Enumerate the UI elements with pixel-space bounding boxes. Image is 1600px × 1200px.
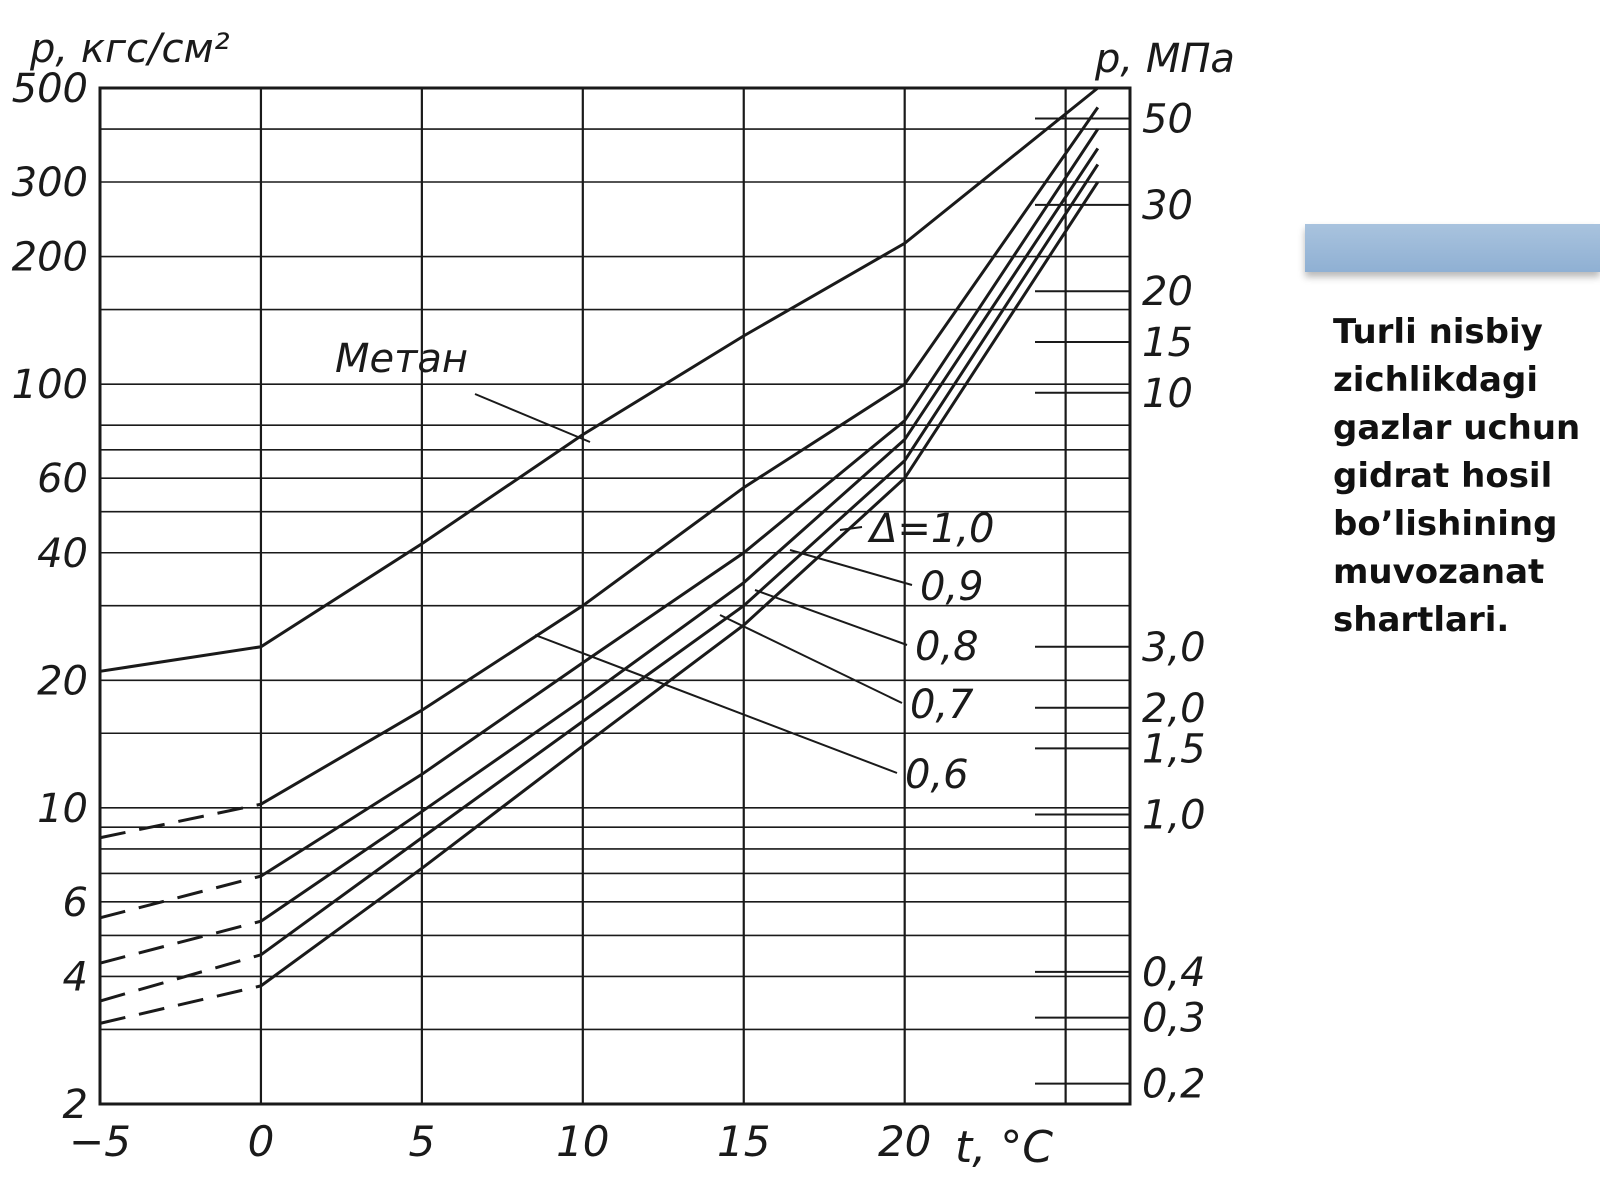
y2-tick-label: 15 [1142, 320, 1193, 366]
chart-caption: Turli nisbiy zichlikdagi gazlar uchun gi… [1333, 312, 1581, 640]
y-axis-title: p, кгс/см² [29, 26, 230, 72]
y-tick-label: 500 [12, 66, 88, 112]
accent-bar [1305, 224, 1600, 272]
series-line [260, 147, 1100, 923]
series-label: 0,8 [915, 624, 979, 670]
series-label: Метан [335, 336, 468, 382]
x-tick-label: 10 [556, 1117, 609, 1166]
label-leader-line [839, 526, 863, 531]
series-line-dashed [99, 953, 262, 1003]
series-line [260, 128, 1100, 878]
y2-tick-label: 20 [1142, 269, 1193, 315]
y2-tick-label: 1,5 [1142, 726, 1206, 772]
x-tick-label: −5 [69, 1117, 131, 1166]
series-line [260, 181, 1100, 988]
y-tick-label: 60 [37, 456, 88, 502]
y2-tick-label: 30 [1142, 183, 1193, 229]
series-line [260, 163, 1100, 956]
series-label: 0,6 [905, 752, 969, 798]
y-tick-label: 100 [12, 362, 88, 408]
x-tick-label: 5 [409, 1117, 436, 1166]
series-label: 0,9 [920, 564, 984, 610]
x-axis-title: t, °C [955, 1122, 1053, 1173]
series-label: Δ=1,0 [867, 506, 995, 552]
x-tick-label: 15 [717, 1117, 770, 1166]
hydrate-chart: МетанΔ=1,00,90,80,70,6246102040601002003… [12, 26, 1235, 1173]
y-tick-label: 300 [12, 160, 88, 206]
label-leader-line [754, 589, 908, 646]
y2-tick-label: 0,2 [1142, 1062, 1206, 1108]
y2-tick-label: 10 [1142, 371, 1193, 417]
y2-tick-label: 0,4 [1142, 950, 1206, 996]
label-leader-line [719, 614, 903, 704]
series-line-dashed [99, 802, 262, 840]
y-tick-label: 4 [63, 954, 88, 1000]
y2-tick-label: 50 [1142, 96, 1193, 142]
y2-tick-label: 3,0 [1142, 625, 1206, 671]
y2-axis-title: p, МПа [1094, 36, 1235, 82]
series-line-dashed [99, 984, 262, 1025]
series-line-dashed [99, 919, 262, 965]
x-tick-label: 20 [878, 1117, 931, 1166]
plot-frame [98, 86, 1132, 1106]
series-line [260, 106, 1100, 806]
label-leader-line [789, 549, 913, 586]
y-tick-label: 10 [37, 786, 88, 832]
y2-tick-label: 1,0 [1142, 792, 1206, 838]
y-tick-label: 200 [12, 235, 88, 281]
y-tick-label: 20 [37, 658, 88, 704]
x-tick-label: 0 [248, 1117, 275, 1166]
y2-tick-label: 0,3 [1142, 996, 1206, 1042]
series-label: 0,7 [910, 682, 974, 728]
label-leader-line [474, 393, 591, 443]
y-tick-label: 40 [37, 531, 88, 577]
series-line [99, 86, 1099, 673]
y-tick-label: 6 [63, 880, 88, 926]
y2-tick-label: 2,0 [1142, 686, 1206, 732]
y-tick-label: 2 [63, 1082, 88, 1128]
label-leader-line [534, 634, 898, 774]
series-line-dashed [99, 874, 262, 920]
